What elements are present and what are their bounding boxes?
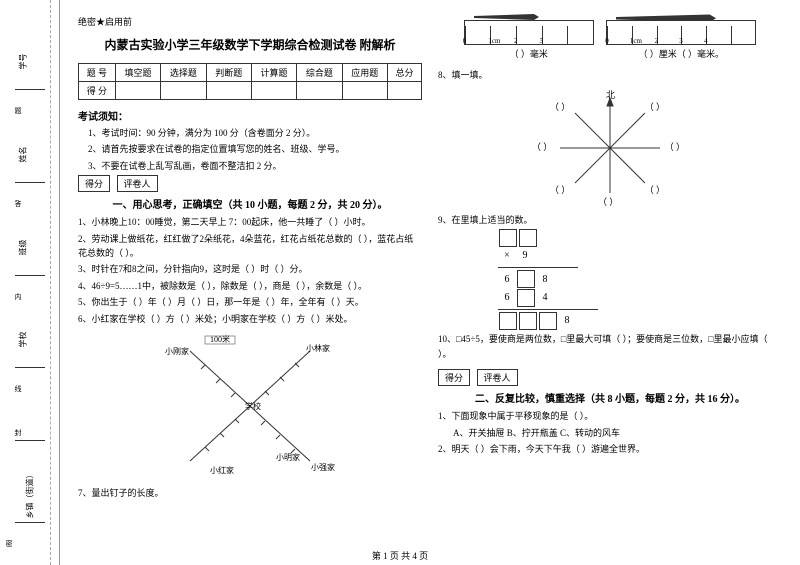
- blank: （ ）: [550, 100, 570, 113]
- margin-field: 乡镇（街道）密: [6, 489, 54, 549]
- map-diagram: 100米 小林家 小刚家 小强家 小红家 小明家 学校: [150, 331, 350, 481]
- map-label: 小刚家: [165, 346, 189, 357]
- score-row: 得分 评卷人: [438, 369, 782, 386]
- rule: 1、考试时间：90 分钟，满分为 100 分（含卷面分 2 分）。: [88, 126, 422, 140]
- th: 综合题: [297, 64, 342, 82]
- margin-field: 姓名答: [15, 149, 45, 209]
- notice-heading: 考试须知：: [78, 108, 422, 123]
- dashed-line: [50, 0, 51, 565]
- td: [115, 82, 160, 100]
- p2-question-2: 2、明天（ ）会下雨，今天下午我（ ）游遍全世界。: [438, 442, 782, 456]
- secret-label: 绝密★启用前: [78, 15, 422, 28]
- question-10: 10、□45÷5，要使商是两位数，□里最大可填（ ）；要使商是三位数，□里最小应…: [438, 332, 782, 361]
- digit: 8: [536, 271, 554, 289]
- digit-box: [517, 289, 535, 307]
- digit: 6: [498, 271, 516, 289]
- margin-field: 班级内: [15, 242, 45, 302]
- exam-title: 内蒙古实验小学三年级数学下学期综合检测试卷 附解析: [78, 36, 422, 53]
- rule: 2、请首先按要求在试卷的指定位置填写您的姓名、班级、学号。: [88, 142, 422, 156]
- margin-field: 封: [15, 427, 45, 456]
- ruler-1: 0 1cm 2 3 （ ）毫米: [464, 20, 594, 63]
- part1-title: 一、用心思考，正确填空（共 10 小题，每题 2 分，共 20 分）。: [78, 196, 422, 211]
- question-5: 5、你出生于（ ）年（ ）月（ ）日，那一年是（ ）年，全年有（ ）天。: [78, 295, 422, 309]
- question-9: 9、在里填上适当的数。: [438, 213, 782, 227]
- ruler-2: 0 1cm 2 3 4 （ ）厘米（ ）毫米。: [606, 20, 756, 63]
- score-row: 得分 评卷人: [78, 175, 422, 192]
- question-8: 8、填一填。: [438, 68, 782, 82]
- blank: （ ）: [645, 183, 665, 196]
- rule: 3、不要在试卷上乱写乱画，卷面不整洁扣 2 分。: [88, 159, 422, 173]
- ruler2-answer: （ ）厘米（ ）毫米。: [606, 47, 756, 61]
- ruler1-answer: （ ）毫米: [464, 47, 594, 61]
- td: [342, 82, 387, 100]
- reviewer-box: 评卷人: [117, 175, 158, 192]
- scale-label: 100米: [210, 334, 230, 345]
- blank: （ ）: [665, 140, 685, 153]
- question-2: 2、劳动课上做纸花，红红做了2朵纸花，4朵蓝花，红花占纸花总数的（ ），蓝花占纸…: [78, 232, 422, 261]
- binding-margin: 学号题 姓名答 班级内 学校线 封 乡镇（街道）密: [0, 0, 60, 565]
- blank: （ ）: [645, 100, 665, 113]
- td: [161, 82, 206, 100]
- score-table: 题 号 填空题 选择题 判断题 计算题 综合题 应用题 总分 得 分: [78, 63, 422, 100]
- digit: 8: [558, 312, 576, 330]
- score-box: 得分: [438, 369, 470, 386]
- digit-box: [519, 229, 537, 247]
- part2-title: 二、反复比较，慎重选择（共 8 小题，每题 2 分，共 16 分）。: [438, 390, 782, 405]
- map-label: 小林家: [306, 343, 330, 354]
- question-4: 4、46÷9=5……1中，被除数是（ ），除数是（ ），商是（ ），余数是（ ）…: [78, 279, 422, 293]
- digit-box: [539, 312, 557, 330]
- margin-field: 学校线: [15, 334, 45, 394]
- compass-diagram: 北 （ ） （ ） （ ） （ ） （ ） （ ） （ ）: [530, 88, 690, 208]
- north-label: 北: [606, 88, 615, 101]
- page-footer: 第 1 页 共 4 页: [0, 549, 800, 562]
- td: [297, 82, 342, 100]
- th: 判断题: [206, 64, 251, 82]
- left-column: 绝密★启用前 内蒙古实验小学三年级数学下学期综合检测试卷 附解析 题 号 填空题…: [70, 15, 430, 560]
- right-column: 0 1cm 2 3 （ ）毫米: [430, 15, 790, 560]
- content-area: 绝密★启用前 内蒙古实验小学三年级数学下学期综合检测试卷 附解析 题 号 填空题…: [60, 0, 800, 565]
- map-label: 小明家: [276, 452, 300, 463]
- question-1: 1、小林晚上10：00睡觉，第二天早上 7：00起床，他一共睡了（ ）小时。: [78, 215, 422, 229]
- th: 选择题: [161, 64, 206, 82]
- map-label: 小强家: [311, 462, 335, 473]
- reviewer-box: 评卷人: [477, 369, 518, 386]
- th: 总分: [387, 64, 421, 82]
- question-7: 7、量出钉子的长度。: [78, 486, 422, 500]
- p2-q1-options: A、开关抽屉 B、拧开瓶盖 C、转动的风车: [438, 426, 782, 440]
- rules-list: 1、考试时间：90 分钟，满分为 100 分（含卷面分 2 分）。 2、请首先按…: [78, 126, 422, 173]
- question-6: 6、小红家在学校（ ）方（ ）米处；小明家在学校（ ）方（ ）米处。: [78, 312, 422, 326]
- digit-box: [519, 312, 537, 330]
- rulers-diagram: 0 1cm 2 3 （ ）毫米: [438, 20, 782, 63]
- times-sign: ×: [498, 247, 516, 265]
- blank: （ ）: [550, 183, 570, 196]
- digit-box: [517, 270, 535, 288]
- multiplication-layout: ×9 6 8 6 4 8: [438, 229, 782, 330]
- td: [251, 82, 296, 100]
- td: 得 分: [79, 82, 116, 100]
- question-3: 3、时针在7和8之间，分针指向9，这时是（ ）时（ ）分。: [78, 262, 422, 276]
- map-label: 学校: [245, 401, 261, 412]
- digit: 9: [516, 247, 534, 265]
- p2-question-1: 1、下面现象中属于平移现象的是（ ）。: [438, 409, 782, 423]
- digit-box: [499, 229, 517, 247]
- blank: （ ）: [598, 195, 618, 208]
- th: 填空题: [115, 64, 160, 82]
- map-label: 小红家: [210, 465, 234, 476]
- digit: 6: [498, 289, 516, 307]
- digit-box: [499, 312, 517, 330]
- th: 应用题: [342, 64, 387, 82]
- td: [387, 82, 421, 100]
- digit: 4: [536, 289, 554, 307]
- th: 计算题: [251, 64, 296, 82]
- td: [206, 82, 251, 100]
- th: 题 号: [79, 64, 116, 82]
- blank: （ ）: [532, 140, 552, 153]
- score-box: 得分: [78, 175, 110, 192]
- margin-field: 学号题: [15, 56, 45, 116]
